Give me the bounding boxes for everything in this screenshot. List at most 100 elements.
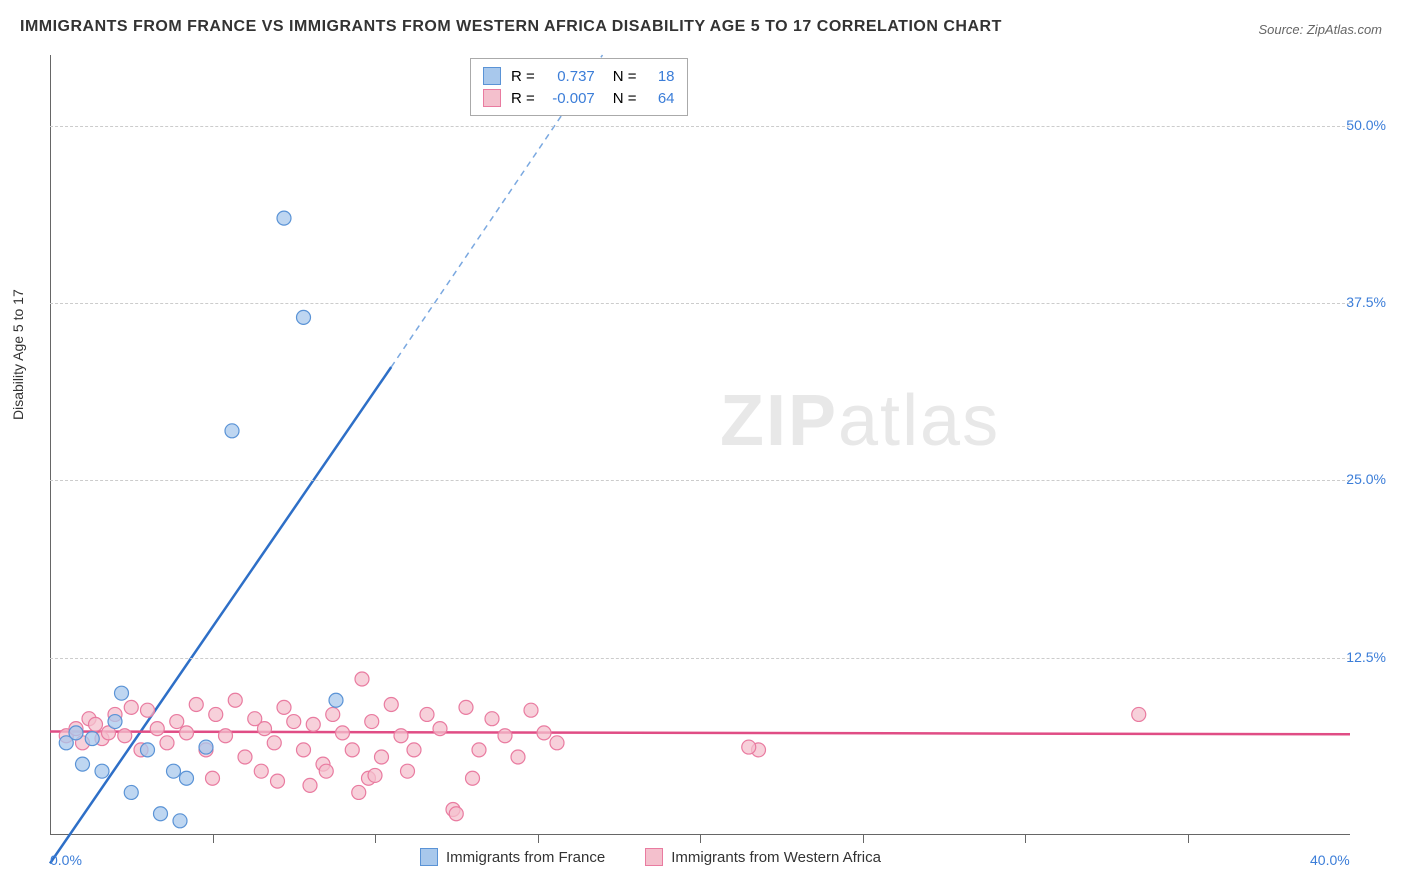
data-point [95, 764, 109, 778]
data-point [85, 732, 99, 746]
series-swatch [483, 89, 501, 107]
data-point [297, 310, 311, 324]
chart-svg [50, 55, 1350, 835]
data-point [154, 807, 168, 821]
data-point [511, 750, 525, 764]
x-tick-minor [1025, 835, 1026, 843]
data-point [199, 740, 213, 754]
y-tick-label: 25.0% [1346, 471, 1386, 487]
data-point [219, 729, 233, 743]
data-point [225, 424, 239, 438]
gridline-horizontal [50, 303, 1350, 304]
data-point [449, 807, 463, 821]
data-point [472, 743, 486, 757]
data-point [150, 722, 164, 736]
stats-legend-box: R =0.737N =18R =-0.007N =64 [470, 58, 688, 116]
data-point [228, 693, 242, 707]
data-point [355, 672, 369, 686]
trend-line-1 [50, 731, 1350, 734]
legend-swatch [420, 848, 438, 866]
data-point [271, 774, 285, 788]
data-point [124, 700, 138, 714]
data-point [141, 743, 155, 757]
chart-title: IMMIGRANTS FROM FRANCE VS IMMIGRANTS FRO… [20, 18, 1002, 36]
data-point [345, 743, 359, 757]
x-tick-minor [863, 835, 864, 843]
data-point [742, 740, 756, 754]
data-point [277, 211, 291, 225]
n-label: N = [613, 90, 637, 107]
data-point [108, 715, 122, 729]
x-tick-label: 0.0% [50, 852, 82, 868]
legend-bottom: Immigrants from France Immigrants from We… [420, 848, 881, 866]
data-point [375, 750, 389, 764]
legend-label: Immigrants from France [446, 849, 605, 866]
legend-item: Immigrants from France [420, 848, 605, 866]
data-point [89, 717, 103, 731]
gridline-horizontal [50, 480, 1350, 481]
source-attribution: Source: ZipAtlas.com [1258, 22, 1382, 37]
data-point [394, 729, 408, 743]
data-point [368, 768, 382, 782]
trend-line-0 [50, 367, 391, 863]
n-value: 64 [647, 90, 675, 107]
data-point [69, 726, 83, 740]
series-swatch [483, 67, 501, 85]
x-tick-minor [375, 835, 376, 843]
data-point [329, 693, 343, 707]
y-tick-label: 12.5% [1346, 649, 1386, 665]
x-tick-minor [700, 835, 701, 843]
n-label: N = [613, 68, 637, 85]
data-point [287, 715, 301, 729]
data-point [180, 771, 194, 785]
y-axis-label: Disability Age 5 to 17 [10, 289, 26, 420]
data-point [365, 715, 379, 729]
y-tick-label: 50.0% [1346, 117, 1386, 133]
data-point [118, 729, 132, 743]
data-point [306, 717, 320, 731]
legend-swatch [645, 848, 663, 866]
data-point [407, 743, 421, 757]
gridline-horizontal [50, 126, 1350, 127]
data-point [124, 785, 138, 799]
data-point [189, 698, 203, 712]
data-point [209, 707, 223, 721]
data-point [537, 726, 551, 740]
data-point [141, 703, 155, 717]
data-point [238, 750, 252, 764]
data-point [258, 722, 272, 736]
data-point [115, 686, 129, 700]
data-point [352, 785, 366, 799]
data-point [326, 707, 340, 721]
data-point [319, 764, 333, 778]
data-point [336, 726, 350, 740]
data-point [160, 736, 174, 750]
r-value: 0.737 [545, 68, 595, 85]
data-point [277, 700, 291, 714]
x-tick-minor [538, 835, 539, 843]
data-point [297, 743, 311, 757]
data-point [206, 771, 220, 785]
data-point [485, 712, 499, 726]
r-label: R = [511, 68, 535, 85]
data-point [498, 729, 512, 743]
data-point [76, 757, 90, 771]
x-tick-label: 40.0% [1310, 852, 1350, 868]
data-point [180, 726, 194, 740]
data-point [170, 715, 184, 729]
data-point [267, 736, 281, 750]
legend-label: Immigrants from Western Africa [671, 849, 881, 866]
data-point [524, 703, 538, 717]
stats-row: R = 0.737 N = 18 [483, 65, 675, 87]
data-point [550, 736, 564, 750]
data-point [1132, 707, 1146, 721]
data-point [401, 764, 415, 778]
n-value: 18 [647, 68, 675, 85]
data-point [466, 771, 480, 785]
x-tick-minor [213, 835, 214, 843]
data-point [303, 778, 317, 792]
data-point [420, 707, 434, 721]
data-point [254, 764, 268, 778]
stats-row: R =-0.007N =64 [483, 87, 675, 109]
data-point [167, 764, 181, 778]
